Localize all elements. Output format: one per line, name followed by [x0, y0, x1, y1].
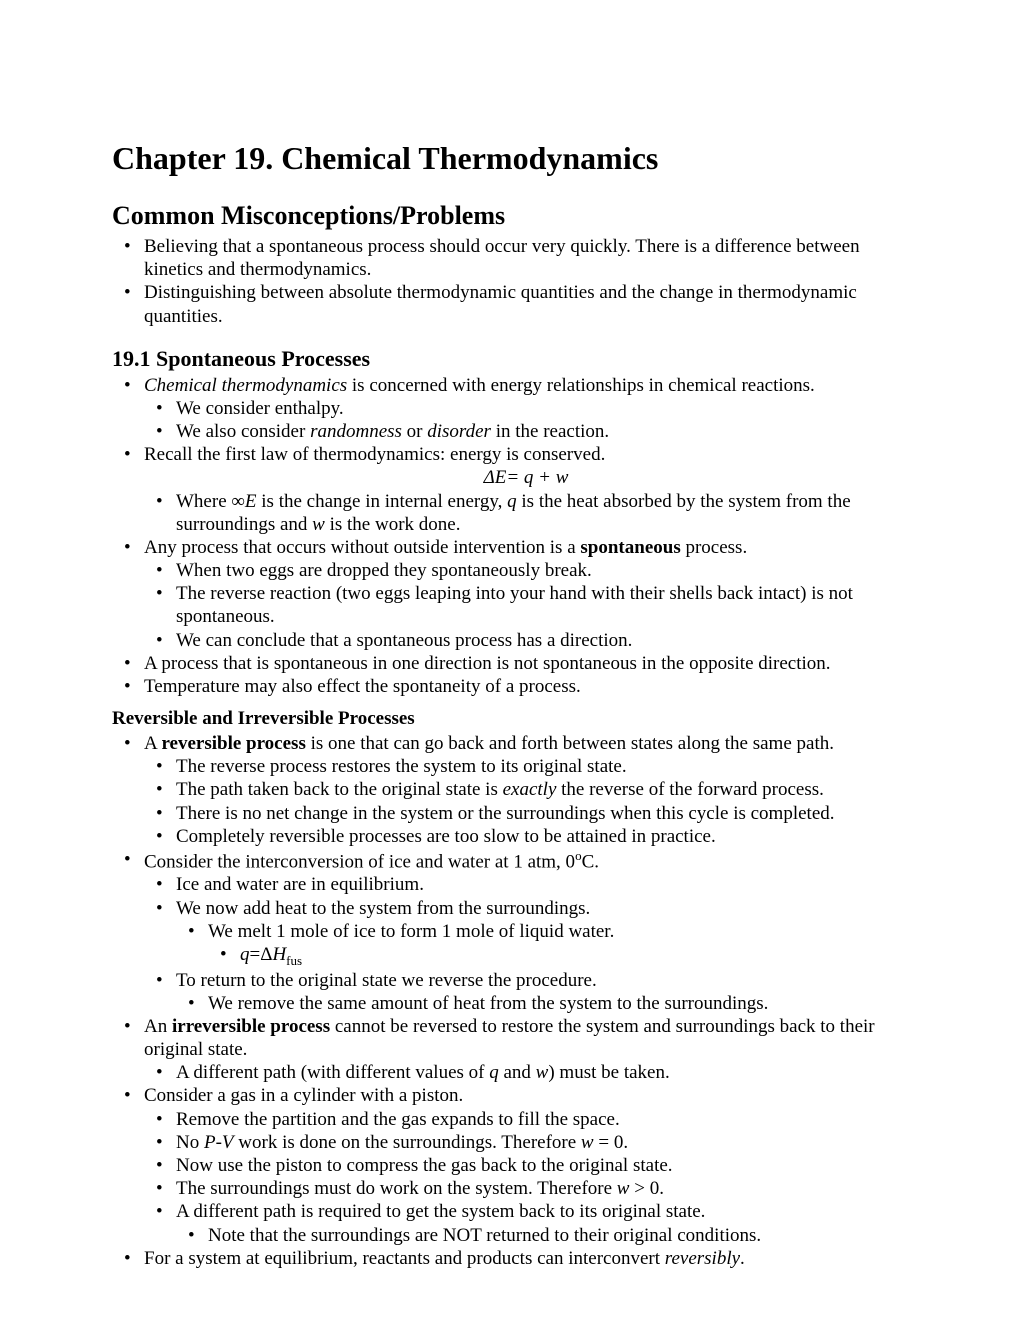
list-item: Remove the partition and the gas expands…: [144, 1108, 908, 1131]
italic-term: disorder: [427, 421, 491, 442]
text: =Δ: [250, 944, 273, 965]
text: C.: [582, 851, 599, 872]
italic-term: randomness: [310, 421, 402, 442]
text: No: [176, 1132, 204, 1153]
text: A: [144, 733, 161, 754]
text: Any process that occurs without outside …: [144, 537, 580, 558]
text: is concerned with energy relationships i…: [347, 375, 815, 396]
list-item: Consider the interconversion of ice and …: [112, 848, 908, 1015]
text: or: [402, 421, 427, 442]
list-item: Distinguishing between absolute thermody…: [112, 281, 908, 327]
list-item: Temperature may also effect the spontane…: [112, 675, 908, 698]
italic-term: exactly: [503, 779, 557, 800]
italic-var: P-V: [204, 1132, 234, 1153]
text: = 0.: [594, 1132, 628, 1153]
text: We now add heat to the system from the s…: [176, 898, 590, 919]
text: is the change in internal energy,: [257, 491, 508, 512]
text: Where ∞: [176, 491, 245, 512]
text: ) must be taken.: [548, 1062, 669, 1083]
list-item: Recall the first law of thermodynamics: …: [112, 443, 908, 536]
list-item: The reverse reaction (two eggs leaping i…: [144, 582, 908, 628]
bold-term: reversible process: [161, 733, 305, 754]
spontaneous-list: Chemical thermodynamics is concerned wit…: [112, 374, 908, 698]
text: > 0.: [629, 1178, 663, 1199]
list-item: Completely reversible processes are too …: [144, 825, 908, 848]
list-item: When two eggs are dropped they spontaneo…: [144, 559, 908, 582]
list-item: We consider enthalpy.: [144, 397, 908, 420]
italic-var: w: [617, 1178, 630, 1199]
chapter-title: Chapter 19. Chemical Thermodynamics: [112, 140, 908, 177]
italic-term: Chemical thermodynamics: [144, 375, 347, 396]
reversible-list: A reversible process is one that can go …: [112, 732, 908, 1270]
misconceptions-list: Believing that a spontaneous process sho…: [112, 235, 908, 328]
list-item: A different path (with different values …: [144, 1061, 908, 1084]
list-item: Chemical thermodynamics is concerned wit…: [112, 374, 908, 444]
text: The path taken back to the original stat…: [176, 779, 503, 800]
subsection-heading-reversible: Reversible and Irreversible Processes: [112, 708, 908, 730]
text: the reverse of the forward process.: [556, 779, 823, 800]
list-item: Any process that occurs without outside …: [112, 536, 908, 652]
italic-var: w: [581, 1132, 594, 1153]
italic-term: reversibly: [665, 1248, 740, 1269]
text: The surroundings must do work on the sys…: [176, 1178, 617, 1199]
list-item: A different path is required to get the …: [144, 1200, 908, 1246]
italic-var: q: [507, 491, 517, 512]
text: .: [740, 1248, 745, 1269]
list-item: We remove the same amount of heat from t…: [176, 992, 908, 1015]
list-item: Where ∞E is the change in internal energ…: [144, 490, 908, 536]
list-item: No P-V work is done on the surroundings.…: [144, 1131, 908, 1154]
bold-term: spontaneous: [580, 537, 680, 558]
list-item: Now use the piston to compress the gas b…: [144, 1154, 908, 1177]
italic-var: H: [272, 944, 286, 965]
text: and: [499, 1062, 536, 1083]
text: An: [144, 1016, 172, 1037]
list-item: Ice and water are in equilibrium.: [144, 873, 908, 896]
list-item: Consider a gas in a cylinder with a pist…: [112, 1084, 908, 1246]
equation: ΔE= q + w: [144, 466, 908, 489]
list-item: An irreversible process cannot be revers…: [112, 1015, 908, 1085]
text: is the work done.: [325, 514, 461, 535]
text: Consider the interconversion of ice and …: [144, 851, 575, 872]
italic-var: E: [245, 491, 257, 512]
text: We also consider: [176, 421, 310, 442]
text: Recall the first law of thermodynamics: …: [144, 444, 605, 465]
list-item: We now add heat to the system from the s…: [144, 897, 908, 969]
italic-var: q: [489, 1062, 499, 1083]
section-heading-spontaneous: 19.1 Spontaneous Processes: [112, 346, 908, 372]
italic-var: w: [536, 1062, 549, 1083]
list-item: A process that is spontaneous in one dir…: [112, 652, 908, 675]
text: To return to the original state we rever…: [176, 970, 597, 991]
list-item: There is no net change in the system or …: [144, 802, 908, 825]
text: process.: [681, 537, 747, 558]
list-item: A reversible process is one that can go …: [112, 732, 908, 848]
text: work is done on the surroundings. Theref…: [234, 1132, 581, 1153]
text: Consider a gas in a cylinder with a pist…: [144, 1085, 463, 1106]
text: A different path is required to get the …: [176, 1201, 705, 1222]
subscript: fus: [286, 953, 302, 968]
text: We melt 1 mole of ice to form 1 mole of …: [208, 921, 614, 942]
list-item: We also consider randomness or disorder …: [144, 420, 908, 443]
list-item: The surroundings must do work on the sys…: [144, 1177, 908, 1200]
list-item: We melt 1 mole of ice to form 1 mole of …: [176, 920, 908, 969]
document-page: Chapter 19. Chemical Thermodynamics Comm…: [0, 0, 1020, 1320]
text: A different path (with different values …: [176, 1062, 489, 1083]
list-item: Note that the surroundings are NOT retur…: [176, 1224, 908, 1247]
bold-term: irreversible process: [172, 1016, 330, 1037]
text: in the reaction.: [491, 421, 609, 442]
italic-var: q: [240, 944, 250, 965]
text: For a system at equilibrium, reactants a…: [144, 1248, 665, 1269]
list-item: For a system at equilibrium, reactants a…: [112, 1247, 908, 1270]
italic-var: w: [312, 514, 325, 535]
list-item: To return to the original state we rever…: [144, 969, 908, 1015]
list-item: Believing that a spontaneous process sho…: [112, 235, 908, 281]
list-item: The path taken back to the original stat…: [144, 778, 908, 801]
text: is one that can go back and forth betwee…: [306, 733, 834, 754]
list-item: We can conclude that a spontaneous proce…: [144, 629, 908, 652]
list-item: The reverse process restores the system …: [144, 755, 908, 778]
section-heading-misconceptions: Common Misconceptions/Problems: [112, 201, 908, 231]
list-item: q=ΔHfus: [208, 943, 908, 969]
